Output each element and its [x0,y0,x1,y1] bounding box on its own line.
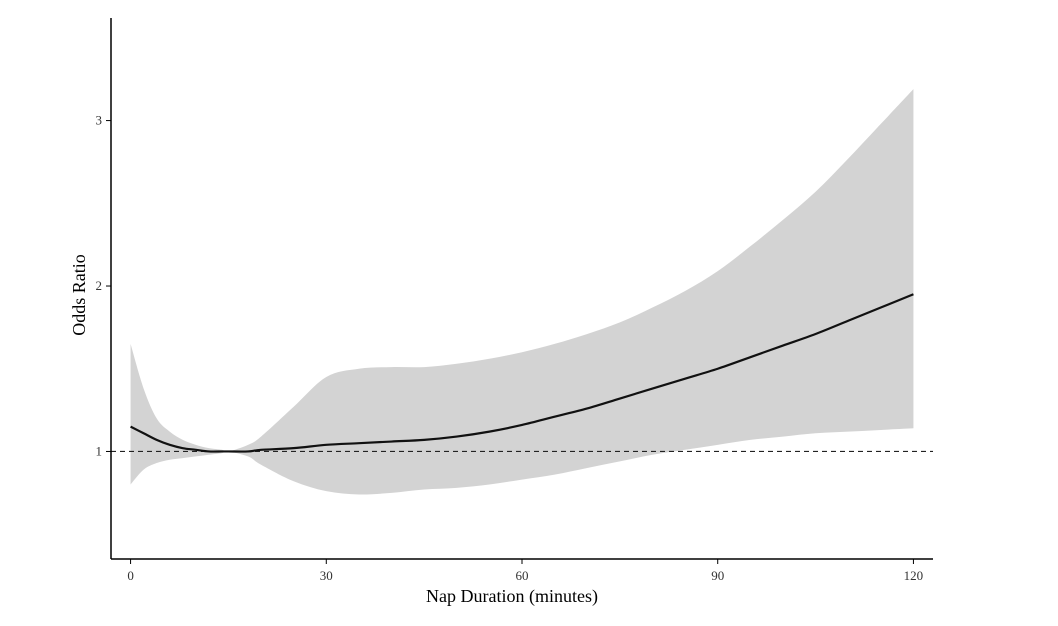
y-tick-labels: 1 2 3 [96,113,103,459]
x-tick-label: 120 [904,568,924,583]
y-tick-label: 1 [96,443,103,458]
x-tick-label: 60 [516,568,529,583]
x-tick-label: 90 [711,568,724,583]
axes-layer [106,18,933,564]
y-axis-title: Odds Ratio [69,254,89,336]
x-tick-label: 0 [127,568,134,583]
series-line-layer [130,293,914,453]
x-tick-labels: 0 30 60 90 120 [127,568,923,583]
x-axis-title: Nap Duration (minutes) [426,586,598,607]
x-tick-label: 30 [320,568,333,583]
y-tick-label: 2 [96,278,103,293]
confidence-band [130,89,914,495]
odds-ratio-line [130,293,914,453]
y-tick-label: 3 [96,113,103,128]
confidence-band-layer [130,89,914,495]
